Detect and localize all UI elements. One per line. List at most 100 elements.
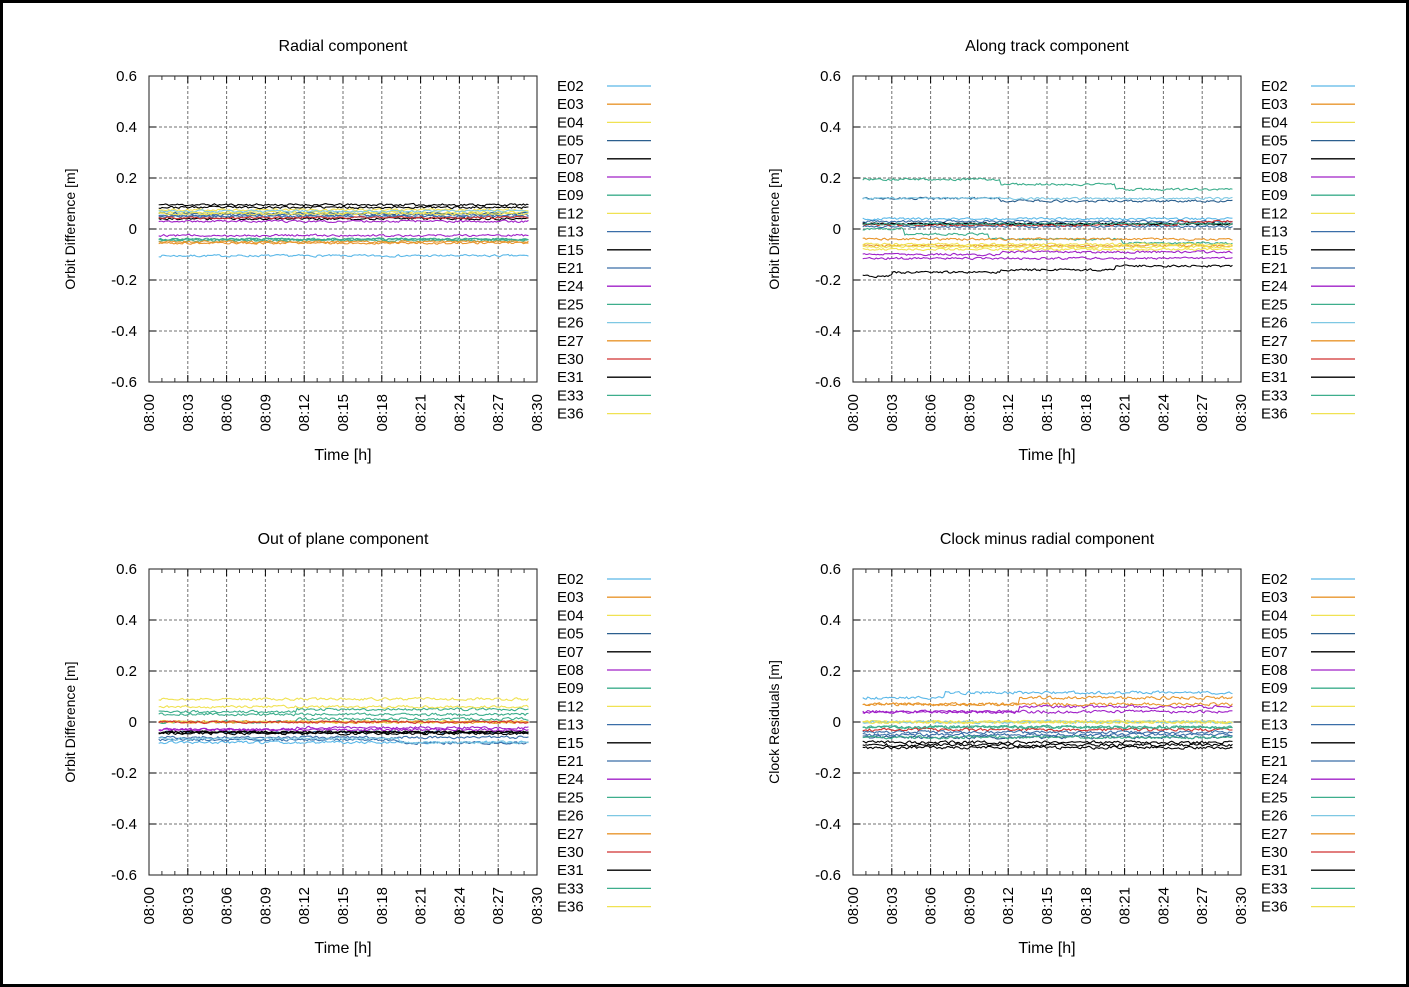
svg-text:-0.4: -0.4 <box>815 816 841 833</box>
svg-text:E13: E13 <box>1261 224 1288 241</box>
svg-text:08:18: 08:18 <box>374 394 391 432</box>
svg-text:E31: E31 <box>557 369 584 386</box>
svg-text:E04: E04 <box>1261 607 1288 624</box>
svg-text:E09: E09 <box>557 187 584 204</box>
svg-text:-0.4: -0.4 <box>111 816 137 833</box>
svg-text:0.2: 0.2 <box>820 170 841 187</box>
svg-text:08:06: 08:06 <box>219 394 236 432</box>
svg-text:E33: E33 <box>1261 880 1288 897</box>
svg-text:08:09: 08:09 <box>257 887 274 925</box>
svg-text:08:00: 08:00 <box>845 887 862 925</box>
svg-text:-0.6: -0.6 <box>815 374 841 391</box>
svg-text:-0.4: -0.4 <box>815 323 841 340</box>
svg-text:E09: E09 <box>1261 187 1288 204</box>
svg-text:E21: E21 <box>1261 260 1288 277</box>
svg-text:08:21: 08:21 <box>1117 887 1134 925</box>
svg-text:E13: E13 <box>557 717 584 734</box>
svg-text:E25: E25 <box>557 296 584 313</box>
svg-text:-0.2: -0.2 <box>815 272 841 289</box>
svg-text:08:24: 08:24 <box>1155 394 1172 432</box>
svg-text:E05: E05 <box>557 133 584 150</box>
svg-text:08:18: 08:18 <box>1078 394 1095 432</box>
svg-text:-0.2: -0.2 <box>815 765 841 782</box>
svg-text:E24: E24 <box>557 278 584 295</box>
svg-text:08:03: 08:03 <box>884 394 901 432</box>
svg-text:0: 0 <box>833 714 841 731</box>
svg-text:E02: E02 <box>557 78 584 95</box>
svg-text:E31: E31 <box>1261 862 1288 879</box>
svg-text:Orbit Difference [m]: Orbit Difference [m] <box>766 168 782 289</box>
svg-text:0: 0 <box>129 221 137 238</box>
svg-text:Radial component: Radial component <box>279 38 409 55</box>
svg-text:0.2: 0.2 <box>116 663 137 680</box>
svg-text:0: 0 <box>833 221 841 238</box>
svg-text:E21: E21 <box>557 753 584 770</box>
svg-text:08:30: 08:30 <box>529 887 546 925</box>
svg-text:08:21: 08:21 <box>413 887 430 925</box>
svg-text:0.2: 0.2 <box>820 663 841 680</box>
svg-text:08:30: 08:30 <box>529 394 546 432</box>
svg-text:Time [h]: Time [h] <box>1018 447 1075 464</box>
svg-text:0.4: 0.4 <box>116 612 137 629</box>
svg-text:E27: E27 <box>1261 333 1288 350</box>
svg-text:E13: E13 <box>557 224 584 241</box>
svg-text:E25: E25 <box>557 789 584 806</box>
svg-text:E12: E12 <box>1261 698 1288 715</box>
svg-text:E15: E15 <box>1261 242 1288 259</box>
svg-text:E08: E08 <box>557 169 584 186</box>
svg-text:E02: E02 <box>1261 571 1288 588</box>
svg-text:E21: E21 <box>557 260 584 277</box>
svg-text:08:24: 08:24 <box>451 394 468 432</box>
svg-text:E03: E03 <box>557 589 584 606</box>
svg-text:Along track component: Along track component <box>965 38 1129 55</box>
svg-text:E26: E26 <box>1261 808 1288 825</box>
svg-text:E25: E25 <box>1261 789 1288 806</box>
svg-text:E13: E13 <box>1261 717 1288 734</box>
svg-text:E08: E08 <box>557 662 584 679</box>
svg-text:E03: E03 <box>1261 96 1288 113</box>
svg-text:08:24: 08:24 <box>451 887 468 925</box>
svg-text:E27: E27 <box>557 333 584 350</box>
svg-text:E26: E26 <box>557 808 584 825</box>
svg-text:08:09: 08:09 <box>961 394 978 432</box>
svg-text:E05: E05 <box>557 626 584 643</box>
svg-text:E36: E36 <box>557 406 584 423</box>
svg-text:08:12: 08:12 <box>296 394 313 432</box>
svg-text:Time [h]: Time [h] <box>314 447 371 464</box>
svg-text:08:24: 08:24 <box>1155 887 1172 925</box>
svg-text:-0.6: -0.6 <box>111 867 137 884</box>
svg-text:E02: E02 <box>1261 78 1288 95</box>
svg-text:08:12: 08:12 <box>296 887 313 925</box>
svg-text:0.4: 0.4 <box>820 119 841 136</box>
svg-text:E36: E36 <box>1261 406 1288 423</box>
svg-text:E02: E02 <box>557 571 584 588</box>
svg-text:0.4: 0.4 <box>820 612 841 629</box>
svg-text:E12: E12 <box>557 698 584 715</box>
svg-text:08:15: 08:15 <box>1039 394 1056 432</box>
svg-text:08:18: 08:18 <box>374 887 391 925</box>
svg-text:E12: E12 <box>557 205 584 222</box>
svg-text:E08: E08 <box>1261 662 1288 679</box>
svg-text:E26: E26 <box>557 315 584 332</box>
svg-text:E09: E09 <box>1261 680 1288 697</box>
svg-text:08:12: 08:12 <box>1000 887 1017 925</box>
svg-text:E12: E12 <box>1261 205 1288 222</box>
svg-text:E30: E30 <box>557 351 584 368</box>
svg-text:08:21: 08:21 <box>413 394 430 432</box>
svg-text:0: 0 <box>129 714 137 731</box>
svg-text:E24: E24 <box>1261 278 1288 295</box>
svg-text:E33: E33 <box>557 387 584 404</box>
svg-text:E05: E05 <box>1261 133 1288 150</box>
svg-text:08:21: 08:21 <box>1117 394 1134 432</box>
svg-text:08:27: 08:27 <box>1194 394 1211 432</box>
svg-text:0.6: 0.6 <box>820 561 841 578</box>
svg-text:0.6: 0.6 <box>116 561 137 578</box>
svg-text:E07: E07 <box>1261 644 1288 661</box>
svg-text:Orbit Difference [m]: Orbit Difference [m] <box>62 168 78 289</box>
svg-text:-0.2: -0.2 <box>111 765 137 782</box>
svg-text:E03: E03 <box>557 96 584 113</box>
svg-text:0.4: 0.4 <box>116 119 137 136</box>
svg-text:E36: E36 <box>557 899 584 916</box>
svg-text:E26: E26 <box>1261 315 1288 332</box>
svg-text:08:27: 08:27 <box>490 394 507 432</box>
